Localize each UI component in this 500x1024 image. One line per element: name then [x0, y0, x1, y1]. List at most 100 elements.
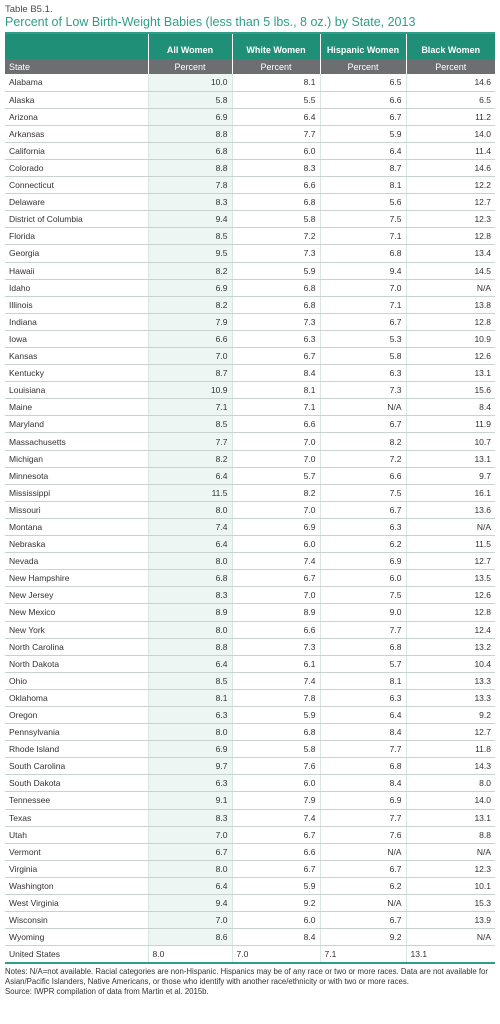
hispanic-cell: 9.4 [319, 262, 406, 280]
table-row: Massachusetts 7.7 7.0 8.2 10.7 [5, 432, 495, 451]
black-cell: 10.4 [405, 655, 495, 673]
hispanic-cell: 9.0 [319, 603, 406, 622]
column-header-hispanic-women: Hispanic Women [319, 34, 406, 59]
hispanic-cell: 7.5 [319, 210, 406, 229]
hispanic-cell: 6.3 [319, 364, 406, 383]
state-cell: Alaska [5, 91, 148, 109]
black-cell: 13.3 [405, 672, 495, 690]
source-text: Source: IWPR compilation of data from Ma… [5, 986, 209, 996]
black-cell: 8.0 [405, 774, 495, 793]
table-row: Ohio 8.5 7.4 8.1 13.3 [5, 672, 495, 690]
black-cell: 13.4 [405, 244, 495, 263]
white-cell: 7.4 [231, 809, 320, 827]
table-label: Table B5.1. [5, 4, 53, 15]
table-row: Maine 7.1 7.1 N/A 8.4 [5, 398, 495, 417]
state-cell: New Mexico [5, 603, 148, 622]
all-cell: 7.8 [147, 176, 232, 195]
black-cell: 12.7 [405, 723, 495, 742]
white-cell: 7.0 [231, 501, 320, 519]
white-cell: 8.1 [231, 381, 320, 400]
hispanic-cell: 5.6 [319, 193, 406, 212]
black-cell: 11.2 [405, 108, 495, 126]
table-row: Indiana 7.9 7.3 6.7 12.8 [5, 313, 495, 331]
table-row: Maryland 8.5 6.6 6.7 11.9 [5, 415, 495, 434]
white-cell: 5.7 [231, 467, 320, 485]
white-cell: 6.8 [231, 279, 320, 297]
all-cell: 6.4 [147, 877, 232, 896]
state-cell: Colorado [5, 159, 148, 178]
white-cell: 7.4 [231, 552, 320, 571]
black-cell: 11.9 [405, 415, 495, 434]
black-cell: 6.5 [405, 91, 495, 109]
white-cell: 8.4 [231, 364, 320, 383]
hispanic-cell: 6.5 [319, 74, 406, 92]
unit-label: Percent [231, 59, 320, 74]
column-header-blank [5, 34, 148, 59]
hispanic-cell: 6.6 [319, 91, 406, 109]
all-cell: 8.5 [147, 227, 232, 246]
white-cell: 6.8 [231, 296, 320, 314]
hispanic-cell: 6.8 [319, 244, 406, 263]
state-cell: Nebraska [5, 535, 148, 554]
black-cell: 8.4 [405, 398, 495, 417]
white-cell: 7.4 [231, 672, 320, 690]
black-cell: 14.3 [405, 757, 495, 776]
hispanic-cell: 6.6 [319, 467, 406, 485]
white-cell: 7.1 [231, 398, 320, 417]
hispanic-cell: 7.1 [319, 296, 406, 314]
hispanic-cell: 7.7 [319, 809, 406, 827]
white-cell: 9.2 [231, 894, 320, 913]
hispanic-cell: 7.3 [319, 381, 406, 400]
state-cell: Rhode Island [5, 740, 148, 759]
table-row: Florida 8.5 7.2 7.1 12.8 [5, 227, 495, 246]
hispanic-cell: 8.4 [319, 723, 406, 742]
table-row: Idaho 6.9 6.8 7.0 N/A [5, 279, 495, 297]
column-header-all-women: All Women [147, 34, 232, 59]
hispanic-cell: 7.2 [319, 450, 406, 468]
state-cell: Tennessee [5, 791, 148, 810]
hispanic-cell: 5.8 [319, 347, 406, 366]
white-cell: 7.0 [231, 586, 320, 605]
table-row: Oregon 6.3 5.9 6.4 9.2 [5, 706, 495, 725]
all-cell: 9.4 [147, 894, 232, 913]
all-cell: 8.6 [147, 928, 232, 947]
state-cell: Wisconsin [5, 911, 148, 930]
white-cell: 6.4 [231, 108, 320, 126]
black-cell: 11.4 [405, 142, 495, 160]
black-cell: N/A [405, 518, 495, 537]
state-cell: New York [5, 621, 148, 639]
hispanic-cell: 6.7 [319, 313, 406, 331]
hispanic-cell: 6.0 [319, 569, 406, 588]
table-row: Kentucky 8.7 8.4 6.3 13.1 [5, 364, 495, 383]
all-cell: 9.4 [147, 210, 232, 229]
table-row: Minnesota 6.4 5.7 6.6 9.7 [5, 467, 495, 485]
black-cell: 13.2 [405, 638, 495, 656]
table-figure: Table B5.1. Percent of Low Birth-Weight … [5, 5, 495, 997]
white-cell: 8.1 [231, 74, 320, 92]
black-cell: 12.6 [405, 586, 495, 605]
all-cell: 8.9 [147, 603, 232, 622]
black-cell: 12.7 [405, 193, 495, 212]
state-cell: Maryland [5, 415, 148, 434]
table-row: Louisiana 10.9 8.1 7.3 15.6 [5, 381, 495, 400]
state-cell: Michigan [5, 450, 148, 468]
notes-text: Notes: N/A=not available. Racial categor… [5, 966, 488, 986]
all-cell: 8.5 [147, 415, 232, 434]
state-cell: New Hampshire [5, 569, 148, 588]
state-cell: Montana [5, 518, 148, 537]
all-cell: 9.7 [147, 757, 232, 776]
table-row: New Mexico 8.9 8.9 9.0 12.8 [5, 603, 495, 622]
all-cell: 8.0 [147, 860, 232, 878]
table-row: Kansas 7.0 6.7 5.8 12.6 [5, 347, 495, 366]
all-cell: 8.8 [147, 125, 232, 143]
black-cell: 14.0 [405, 791, 495, 810]
all-cell: 8.7 [147, 364, 232, 383]
table-row: Iowa 6.6 6.3 5.3 10.9 [5, 330, 495, 349]
all-cell: 8.0 [147, 501, 232, 519]
state-cell: Illinois [5, 296, 148, 314]
all-cell: 9.1 [147, 791, 232, 810]
white-cell: 6.7 [231, 569, 320, 588]
all-cell: 6.8 [147, 569, 232, 588]
all-cell: 8.8 [147, 159, 232, 178]
white-cell: 5.9 [231, 262, 320, 280]
